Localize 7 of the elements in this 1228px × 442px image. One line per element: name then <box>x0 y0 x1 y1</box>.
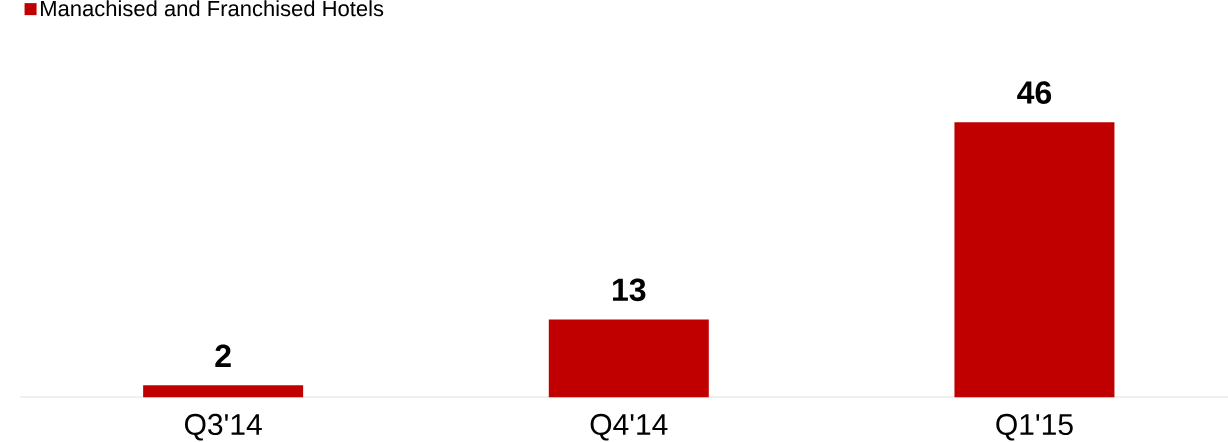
data-label: 2 <box>215 344 231 367</box>
x-tick-label: Q1'15 <box>996 413 1073 441</box>
data-label: 46 <box>1017 81 1052 104</box>
legend-label: Manachised and Franchised Hotels <box>41 0 384 17</box>
x-tick-label: Q3'14 <box>185 413 262 441</box>
x-tick-label: Q4'14 <box>590 413 668 441</box>
data-label: 13 <box>613 278 646 302</box>
